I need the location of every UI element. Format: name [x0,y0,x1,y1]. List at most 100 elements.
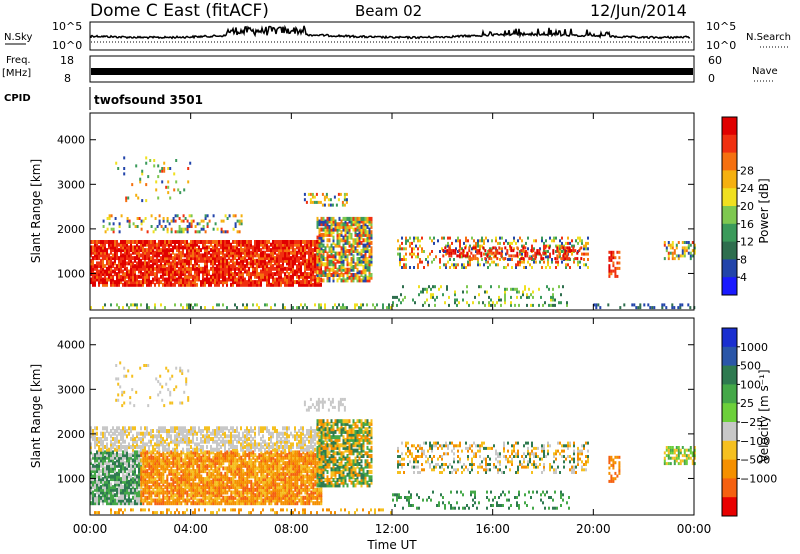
range-cell [234,490,237,495]
range-cell [362,230,365,235]
range-cell [310,274,312,279]
range-cell [260,258,262,263]
range-cell [198,277,200,282]
range-cell [292,256,294,261]
range-cell [370,222,373,227]
range-cell [268,490,271,495]
range-cell [140,485,143,490]
range-cell [306,306,308,310]
range-cell [94,471,96,476]
range-cell [130,474,132,479]
range-cell [453,266,455,269]
range-cell [256,493,259,498]
range-cell [222,487,225,492]
range-cell [238,495,241,500]
range-cell [448,249,451,253]
range-cell [96,487,98,492]
range-cell [224,490,227,495]
range-cell [342,227,345,232]
range-cell [234,469,237,474]
range-cell [218,256,220,261]
range-cell [206,495,209,500]
range-cell [496,251,499,255]
range-cell [278,272,280,277]
range-cell [202,256,204,261]
range-cell [172,469,175,474]
range-cell [184,264,186,269]
range-cell [336,273,339,277]
range-cell [102,266,104,271]
range-cell [356,259,359,264]
range-cell [194,450,197,455]
range-cell [280,272,282,277]
range-cell [427,260,429,264]
range-cell [110,487,112,492]
range-cell [434,285,436,289]
range-cell [256,479,259,484]
range-cell [673,257,676,261]
range-cell [240,466,243,471]
range-cell [507,241,509,245]
range-cell [152,471,155,476]
range-cell [120,458,122,463]
range-cell [186,274,188,279]
range-cell [178,282,180,287]
range-cell [348,216,351,221]
range-cell [370,246,373,251]
range-cell [196,250,198,255]
range-cell [358,270,361,275]
range-cell [508,254,511,258]
nsearch-tick-top: 10^5 [706,20,736,33]
range-cell [124,498,126,503]
range-cell [334,303,336,307]
range-cell [268,280,270,285]
range-cell [252,482,255,487]
range-cell [364,262,367,267]
range-cell [206,225,209,228]
freq-label: Freq. [6,55,31,66]
range-cell [90,482,92,487]
range-cell [334,227,337,232]
range-cell [208,282,210,287]
range-cell [108,487,110,492]
range-cell [136,463,138,468]
range-cell [322,222,325,227]
range-cell [455,266,457,269]
range-cell [401,236,403,240]
range-cell [332,240,335,245]
range-cell [144,450,147,455]
range-cell [317,200,320,204]
range-cell [110,272,112,277]
range-cell [144,461,147,466]
range-cell [192,477,195,482]
range-cell [290,256,292,261]
range-cell [142,240,144,244]
range-cell [152,248,154,253]
range-cell [104,250,106,255]
range-cell [190,450,193,455]
range-cell [497,241,499,245]
range-cell [242,485,245,490]
range-cell [278,253,280,258]
range-cell [234,466,237,471]
range-cell [266,256,268,261]
range-cell [335,203,338,207]
nsearch-label: N.Search [746,32,791,43]
range-cell [150,256,152,261]
range-cell [530,293,532,297]
range-cell [462,254,465,258]
range-cell [610,269,613,273]
range-cell [148,280,150,285]
range-cell [442,293,444,297]
range-cell [126,253,128,258]
range-cell [106,498,108,503]
range-cell [216,256,218,261]
range-cell [254,261,256,266]
range-cell [226,217,229,220]
range-cell [166,458,169,463]
range-cell [441,247,443,251]
range-cell [566,303,568,307]
range-cell [158,493,161,498]
range-cell [258,253,260,258]
range-cell [432,293,434,297]
